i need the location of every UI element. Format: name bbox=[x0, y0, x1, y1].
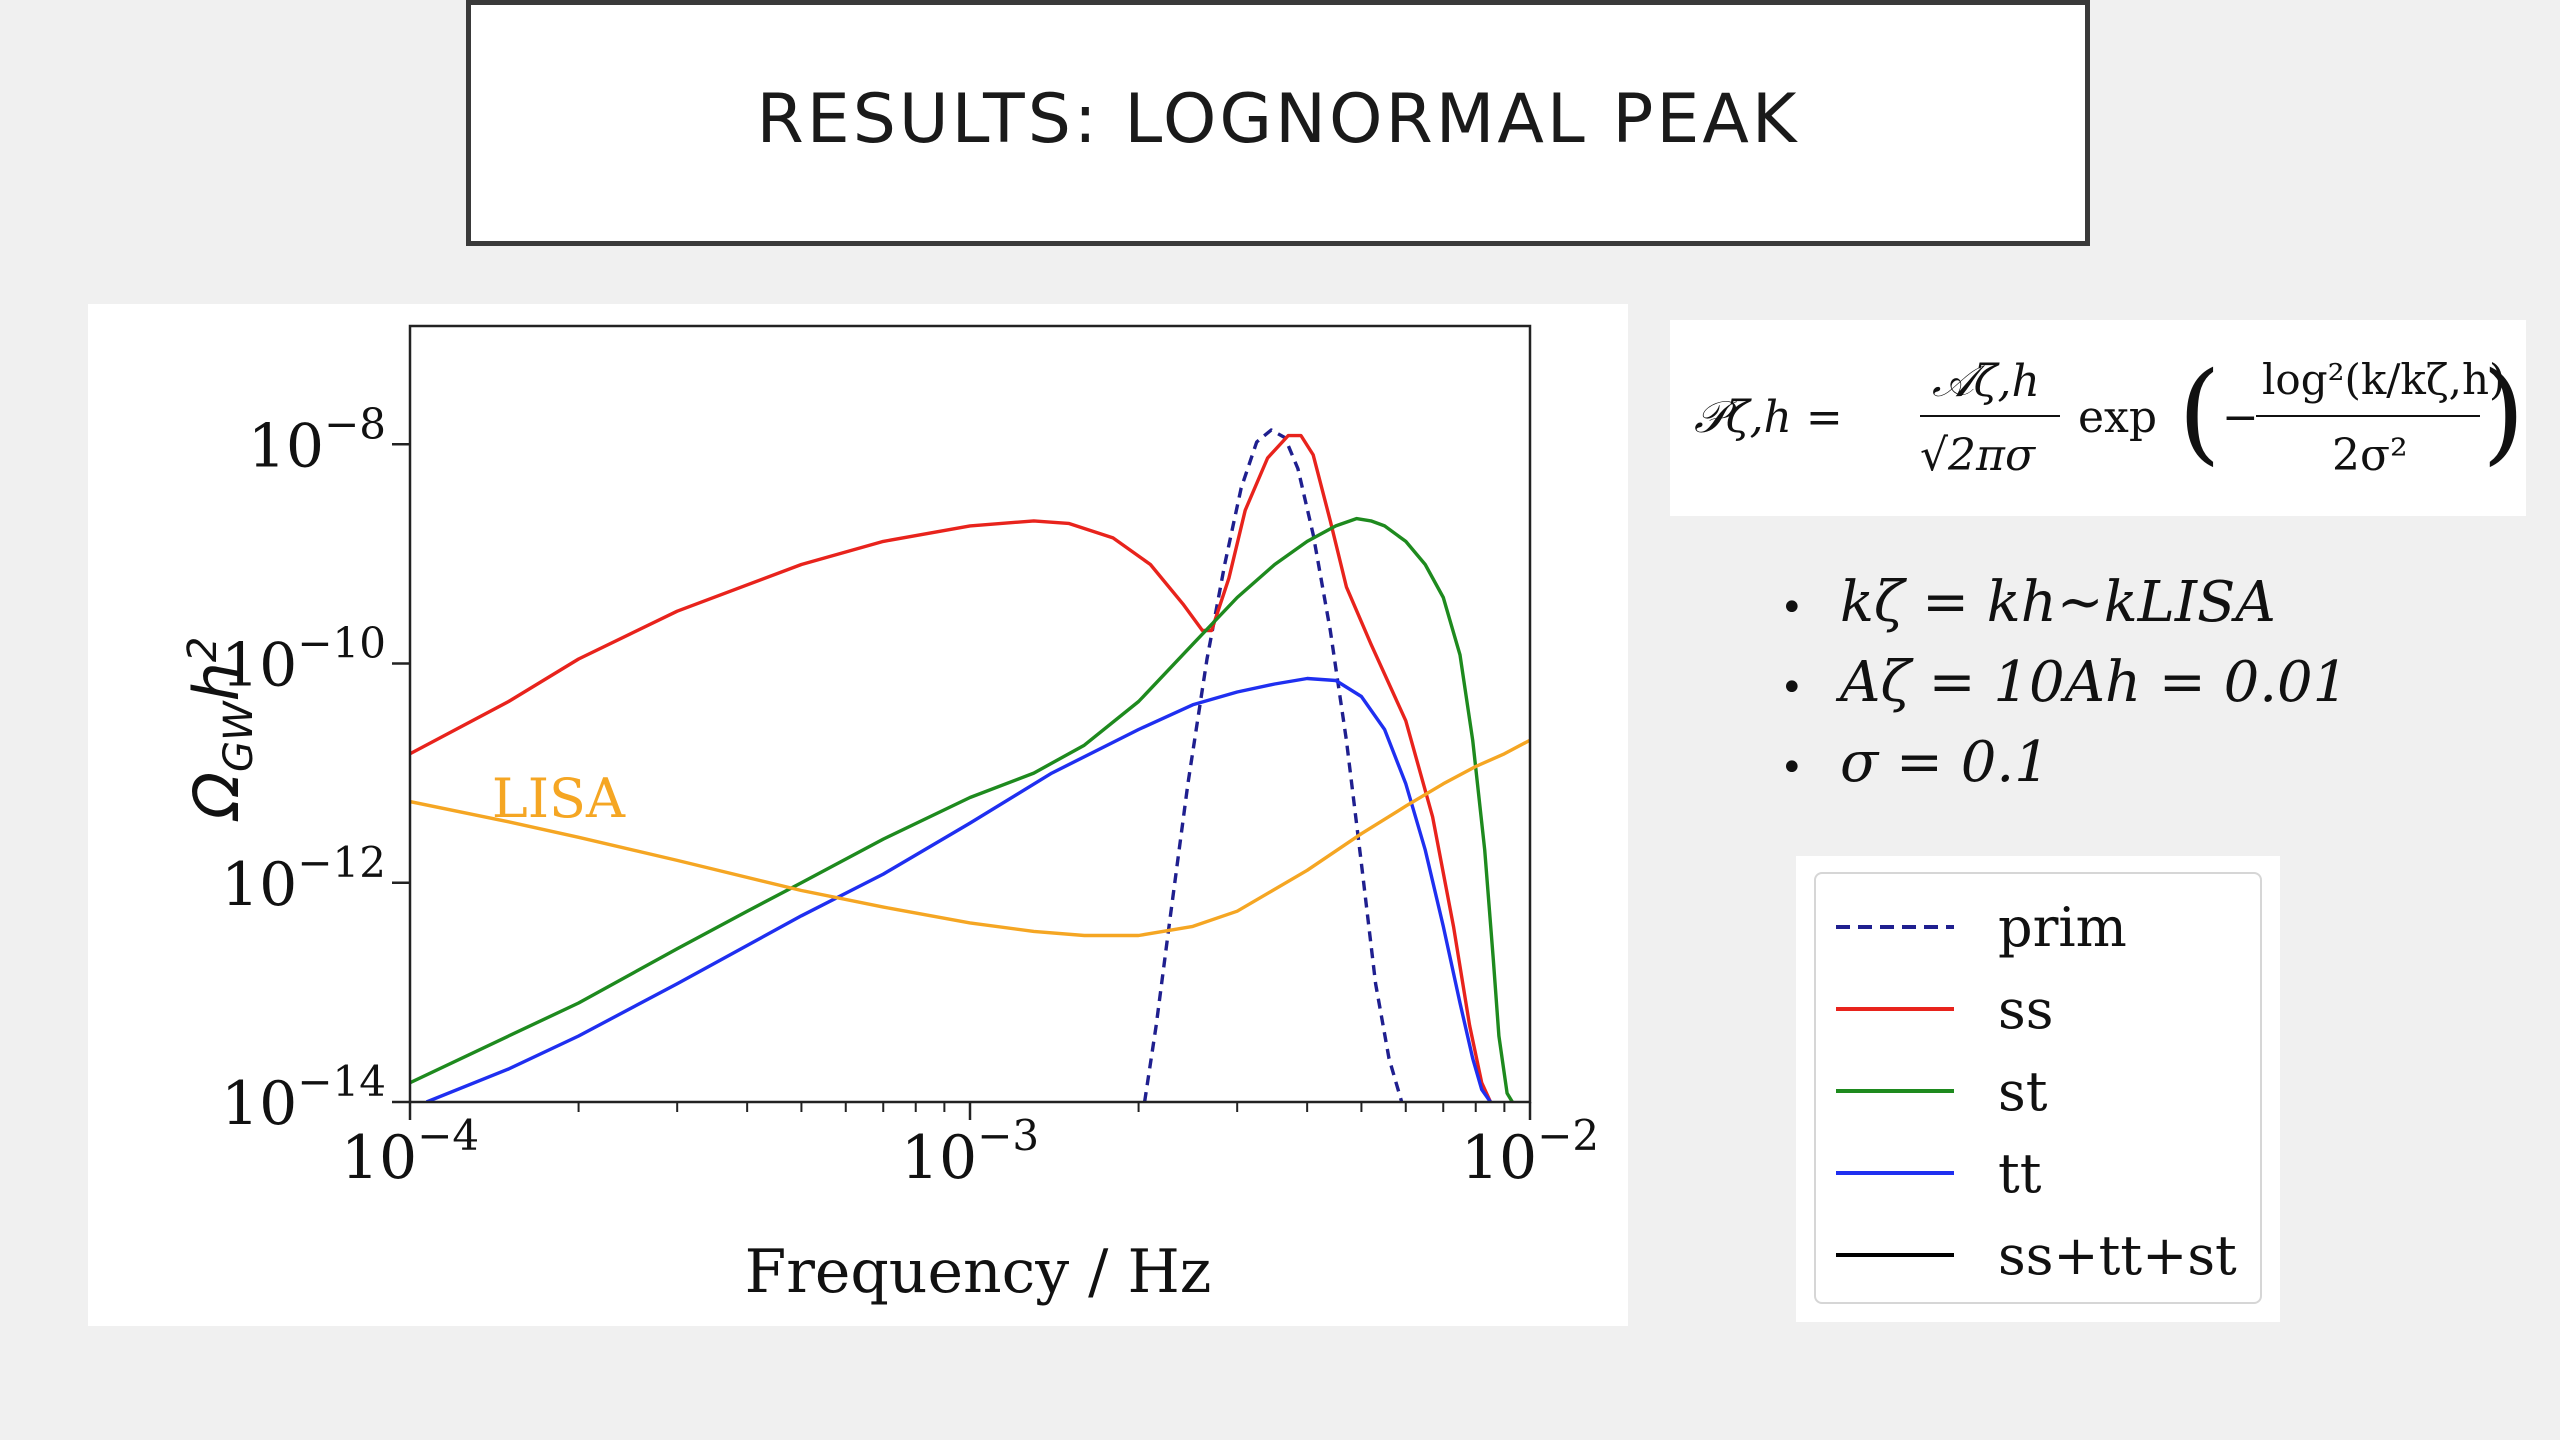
formula: 𝒫ζ,h = 𝒜ζ,h √2πσ exp ( − log²(k/kζ,h) 2σ… bbox=[1694, 348, 2525, 481]
formula-right-paren: ) bbox=[2482, 348, 2525, 476]
series-line-lisa-curve bbox=[410, 738, 1530, 938]
formula-panel: 𝒫ζ,h = 𝒜ζ,h √2πσ exp ( − log²(k/kζ,h) 2σ… bbox=[1670, 320, 2526, 516]
legend-label: ss bbox=[1998, 977, 2054, 1041]
legend-swatch-total bbox=[1836, 1253, 1954, 1257]
formula-frac2-num: log²(k/kζ,h) bbox=[2262, 355, 2505, 404]
minor-ticks bbox=[577, 1102, 1506, 1112]
formula-frac2-den: 2σ² bbox=[2332, 430, 2408, 481]
legend-label: st bbox=[1998, 1059, 2048, 1123]
title-box: RESULTS: LOGNORMAL PEAK bbox=[466, 0, 2090, 246]
lisa-annotation: LISA bbox=[492, 767, 626, 830]
series-line-st bbox=[410, 516, 1514, 1102]
bullet-text: Aζ = 10Ah = 0.01 bbox=[1840, 650, 2349, 715]
legend-swatch-ss bbox=[1836, 1007, 1954, 1011]
legend-item-prim: prim bbox=[1816, 886, 2260, 968]
bullet-dot: • bbox=[1780, 665, 1804, 711]
legend-label: tt bbox=[1998, 1141, 2042, 1205]
bullet-item: • kζ = kh~kLISA bbox=[1780, 570, 2500, 650]
legend-swatch-tt bbox=[1836, 1171, 1954, 1175]
legend: prim ss st tt ss+tt+st bbox=[1814, 872, 2262, 1304]
bullet-item: • σ = 0.1 bbox=[1780, 730, 2500, 810]
x-tick-label: 10−3 bbox=[901, 1111, 1039, 1193]
legend-swatch-prim bbox=[1836, 925, 1954, 929]
bullet-dot: • bbox=[1780, 585, 1804, 631]
y-axis-label: ΩGWh2 bbox=[180, 637, 262, 823]
legend-item-ss: ss bbox=[1816, 968, 2260, 1050]
chart-panel: 10−4 10−3 10−2 10−8 10−10 10−12 10−14 LISA Fre… bbox=[88, 304, 1628, 1326]
series-layer bbox=[410, 428, 1530, 1102]
legend-label: prim bbox=[1998, 895, 2127, 959]
y-tick-label: 10−10 bbox=[221, 619, 386, 701]
bullet-text: kζ = kh~kLISA bbox=[1840, 570, 2276, 635]
formula-left-paren: ( bbox=[2178, 348, 2221, 476]
series-line-tt bbox=[425, 676, 1492, 1102]
legend-item-tt: tt bbox=[1816, 1132, 2260, 1214]
bullet-item: • Aζ = 10Ah = 0.01 bbox=[1780, 650, 2500, 730]
series-line-prim bbox=[1142, 428, 1404, 1102]
axis-layer: 10−4 10−3 10−2 10−8 10−10 10−12 10−14 bbox=[221, 399, 1599, 1193]
legend-label: ss+tt+st bbox=[1998, 1223, 2237, 1287]
svg-text:ΩGWh2: ΩGWh2 bbox=[180, 637, 262, 823]
plot-frame bbox=[408, 324, 1532, 1104]
formula-lhs: 𝒫ζ,h = bbox=[1694, 392, 1843, 443]
y-tick-label: 10−8 bbox=[248, 399, 386, 481]
formula-frac1-num: 𝒜ζ,h bbox=[1932, 356, 2040, 407]
chart: 10−4 10−3 10−2 10−8 10−10 10−12 10−14 LISA Fre… bbox=[180, 324, 1599, 1307]
legend-item-st: st bbox=[1816, 1050, 2260, 1132]
bullet-dot: • bbox=[1780, 745, 1804, 791]
formula-frac1-den: √2πσ bbox=[1920, 430, 2037, 481]
slide-title: RESULTS: LOGNORMAL PEAK bbox=[756, 79, 1800, 159]
formula-minus: − bbox=[2222, 392, 2259, 443]
legend-swatch-st bbox=[1836, 1089, 1954, 1093]
legend-panel: prim ss st tt ss+tt+st bbox=[1796, 856, 2280, 1322]
series-line-ss bbox=[410, 433, 1493, 1102]
y-tick-label: 10−12 bbox=[221, 838, 386, 920]
y-tick-label: 10−14 bbox=[221, 1057, 386, 1139]
legend-item-total: ss+tt+st bbox=[1816, 1214, 2260, 1296]
x-tick-label: 10−4 bbox=[341, 1111, 479, 1193]
formula-exp: exp bbox=[2078, 392, 2157, 443]
x-tick-label: 10−2 bbox=[1461, 1111, 1599, 1193]
bullet-text: σ = 0.1 bbox=[1840, 730, 2050, 795]
parameter-list: • kζ = kh~kLISA • Aζ = 10Ah = 0.01 • σ =… bbox=[1780, 570, 2500, 810]
x-axis-label: Frequency / Hz bbox=[745, 1237, 1212, 1307]
